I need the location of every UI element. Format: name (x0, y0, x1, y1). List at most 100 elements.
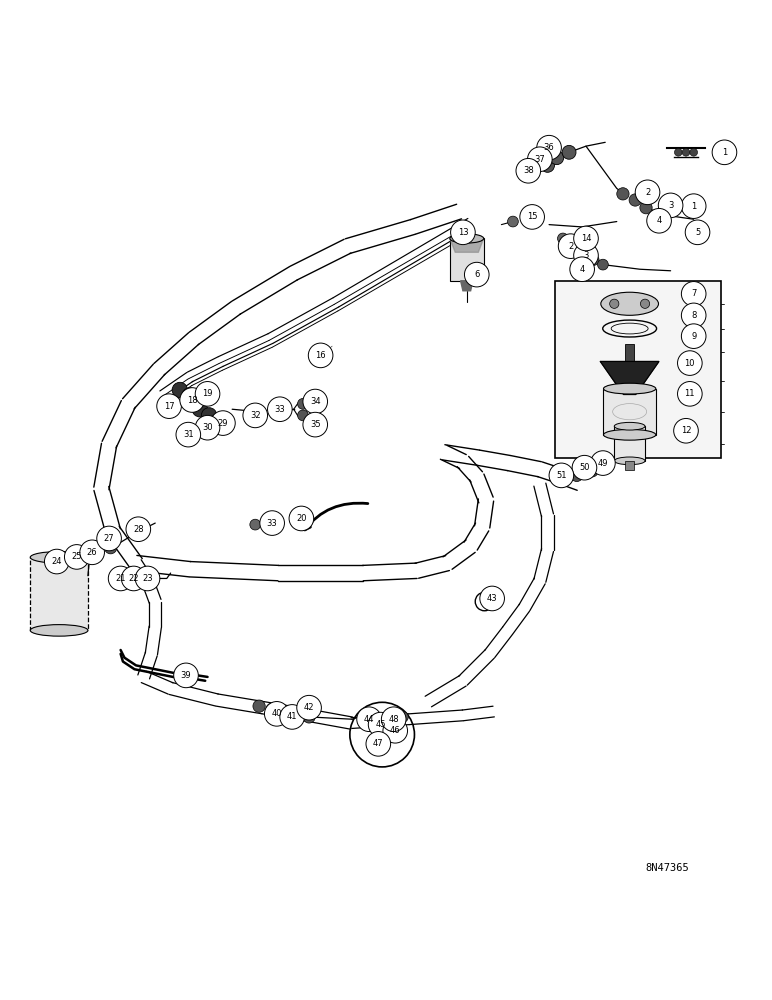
Circle shape (180, 388, 205, 412)
Circle shape (690, 148, 698, 156)
Circle shape (577, 248, 587, 259)
Circle shape (65, 545, 89, 569)
Text: 23: 23 (142, 574, 153, 583)
Circle shape (80, 540, 104, 565)
Circle shape (308, 343, 333, 368)
Circle shape (135, 566, 160, 591)
Text: 20: 20 (296, 514, 306, 523)
Circle shape (374, 714, 385, 725)
Circle shape (598, 259, 608, 270)
Circle shape (540, 158, 554, 172)
Circle shape (669, 202, 676, 210)
Circle shape (104, 542, 117, 554)
Text: 33: 33 (275, 405, 285, 414)
Circle shape (549, 463, 574, 488)
Text: 15: 15 (527, 212, 537, 221)
Circle shape (201, 408, 217, 423)
Text: 47: 47 (373, 739, 384, 748)
Bar (625, 344, 635, 368)
Text: 5: 5 (695, 228, 700, 237)
Text: 29: 29 (218, 419, 229, 428)
Circle shape (89, 546, 101, 558)
Text: 30: 30 (202, 423, 213, 432)
Ellipse shape (604, 429, 655, 440)
Ellipse shape (30, 552, 88, 563)
Circle shape (507, 216, 518, 227)
Circle shape (297, 410, 308, 421)
Circle shape (250, 519, 261, 530)
Circle shape (527, 147, 552, 172)
Bar (625, 461, 635, 470)
Text: 31: 31 (183, 430, 194, 439)
Circle shape (682, 194, 706, 218)
Ellipse shape (615, 457, 645, 465)
Circle shape (126, 517, 151, 542)
Circle shape (682, 324, 706, 348)
Text: 3: 3 (584, 251, 589, 260)
Circle shape (303, 412, 327, 437)
Circle shape (211, 411, 235, 435)
Ellipse shape (30, 625, 88, 636)
Ellipse shape (450, 234, 484, 243)
Circle shape (558, 234, 583, 258)
Circle shape (572, 455, 597, 480)
Text: 48: 48 (388, 715, 399, 724)
Text: 4: 4 (656, 216, 662, 225)
Circle shape (557, 233, 568, 244)
Circle shape (182, 388, 198, 403)
Text: 2: 2 (645, 188, 650, 197)
Polygon shape (450, 238, 484, 252)
Circle shape (265, 702, 289, 726)
Circle shape (574, 243, 598, 268)
Circle shape (480, 586, 504, 611)
Circle shape (465, 262, 489, 287)
Text: 8N47365: 8N47365 (645, 863, 689, 873)
Circle shape (562, 145, 576, 159)
Text: 38: 38 (523, 166, 533, 175)
Circle shape (381, 707, 406, 732)
Circle shape (115, 573, 126, 584)
Circle shape (383, 718, 408, 743)
Circle shape (678, 351, 703, 375)
Text: 11: 11 (685, 389, 695, 398)
Bar (450, 238, 484, 281)
Circle shape (570, 257, 594, 282)
Circle shape (176, 422, 201, 447)
Text: 34: 34 (310, 397, 320, 406)
Circle shape (679, 202, 686, 210)
Ellipse shape (601, 292, 659, 315)
Circle shape (45, 549, 69, 574)
Circle shape (674, 418, 699, 443)
Text: 46: 46 (390, 726, 401, 735)
Circle shape (243, 403, 268, 428)
Circle shape (172, 382, 188, 398)
Circle shape (617, 188, 629, 200)
Circle shape (591, 451, 615, 475)
Circle shape (303, 389, 327, 414)
Text: 35: 35 (310, 420, 320, 429)
Bar (604, 389, 655, 435)
Circle shape (357, 707, 381, 732)
Circle shape (192, 392, 208, 407)
Text: 10: 10 (685, 359, 695, 368)
Circle shape (588, 255, 599, 265)
Text: 51: 51 (556, 471, 567, 480)
Circle shape (290, 708, 303, 720)
Circle shape (554, 475, 566, 487)
Circle shape (682, 148, 690, 156)
Text: 25: 25 (72, 552, 82, 561)
Circle shape (121, 566, 146, 591)
Circle shape (641, 299, 650, 308)
Circle shape (682, 282, 706, 306)
Text: 50: 50 (579, 463, 590, 472)
Text: 22: 22 (128, 574, 139, 583)
Text: 8: 8 (691, 311, 696, 320)
Text: 7: 7 (691, 289, 696, 298)
Bar (615, 426, 645, 461)
Circle shape (296, 695, 321, 720)
Circle shape (279, 705, 304, 729)
Text: 32: 32 (250, 411, 260, 420)
Circle shape (659, 193, 683, 218)
Text: 4: 4 (580, 265, 584, 274)
Text: 12: 12 (681, 426, 691, 435)
